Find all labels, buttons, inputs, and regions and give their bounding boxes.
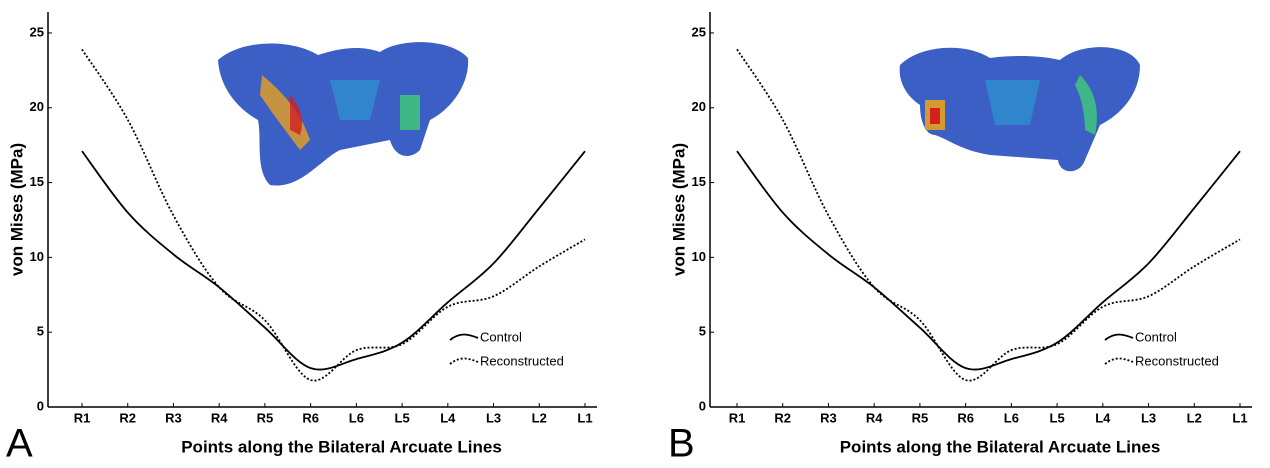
x-tick-label: L4	[1095, 410, 1111, 425]
y-tick-label: 10	[692, 249, 706, 264]
panel-label: A	[6, 422, 33, 466]
y-axis-title: von Mises (MPa)	[669, 143, 688, 276]
x-tick-label: R6	[302, 410, 319, 425]
y-tick-label: 20	[692, 99, 706, 114]
legend-label: Control	[480, 329, 522, 344]
y-tick-label: 5	[699, 324, 706, 339]
series-line	[81, 48, 586, 382]
x-tick-label: R5	[257, 410, 274, 425]
legend-swatch	[449, 333, 479, 341]
x-tick-label: L1	[1232, 410, 1247, 425]
x-tick-label: L2	[532, 410, 547, 425]
legend-swatch	[1104, 333, 1134, 341]
x-tick-label: R3	[165, 410, 182, 425]
x-tick-label: L5	[395, 410, 410, 425]
x-tick-label: R2	[774, 410, 791, 425]
y-tick-label: 15	[30, 174, 44, 189]
series-line	[81, 150, 586, 371]
x-tick-label: R2	[119, 410, 136, 425]
y-tick-label: 0	[699, 398, 706, 413]
series-line	[736, 150, 1241, 371]
y-tick-label: 25	[30, 24, 44, 39]
y-tick-label: 25	[692, 24, 706, 39]
y-axis-title: von Mises (MPa)	[7, 143, 26, 276]
x-tick-label: R3	[820, 410, 837, 425]
pelvis-model	[899, 47, 1140, 172]
x-tick-label: L4	[440, 410, 456, 425]
panel-label: B	[668, 422, 695, 466]
y-tick-label: 10	[30, 249, 44, 264]
y-tick-label: 15	[692, 174, 706, 189]
x-tick-label: L1	[577, 410, 592, 425]
x-tick-label: L3	[486, 410, 501, 425]
x-tick-label: L2	[1187, 410, 1202, 425]
x-tick-label: L3	[1141, 410, 1156, 425]
x-tick-label: R1	[729, 410, 746, 425]
x-tick-label: R1	[74, 410, 91, 425]
series-line	[736, 48, 1241, 382]
x-tick-label: L6	[349, 410, 364, 425]
x-tick-label: L6	[1004, 410, 1019, 425]
x-tick-label: R6	[957, 410, 974, 425]
y-tick-label: 0	[37, 398, 44, 413]
x-tick-label: R5	[912, 410, 929, 425]
x-tick-label: R4	[211, 410, 228, 425]
y-tick-label: 20	[30, 99, 44, 114]
x-axis-title: Points along the Bilateral Arcuate Lines	[840, 437, 1161, 456]
x-tick-label: R4	[866, 410, 883, 425]
legend-label: Control	[1135, 329, 1177, 344]
x-axis-title: Points along the Bilateral Arcuate Lines	[181, 437, 502, 456]
legend-swatch	[449, 357, 479, 365]
pelvis-model	[218, 42, 469, 186]
y-tick-label: 5	[37, 324, 44, 339]
legend-label: Reconstructed	[480, 353, 564, 368]
legend-swatch	[1104, 357, 1134, 365]
legend-label: Reconstructed	[1135, 353, 1219, 368]
x-tick-label: L5	[1050, 410, 1065, 425]
